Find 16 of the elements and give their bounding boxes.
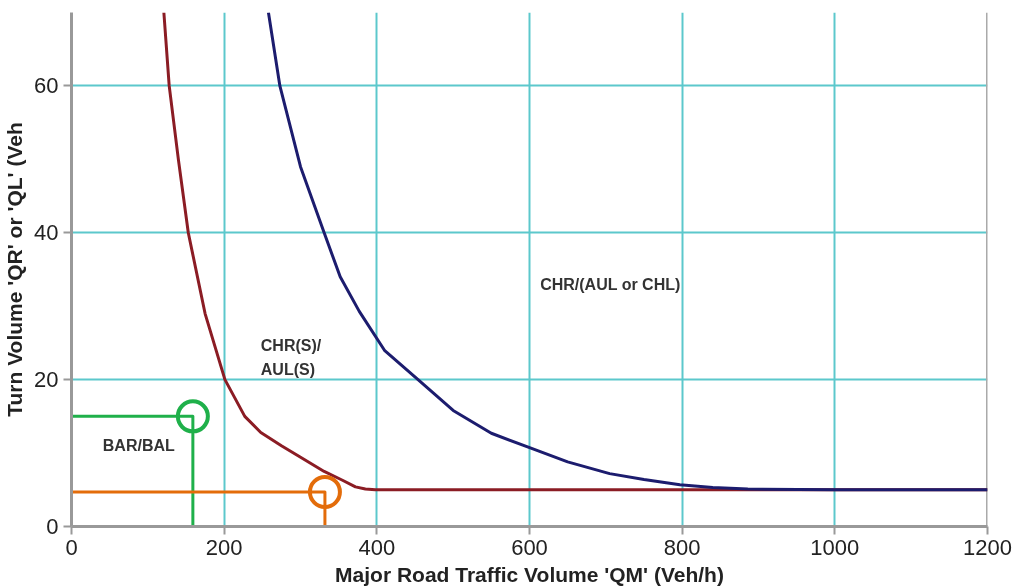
x-tick-label: 1000 [810, 534, 860, 560]
y-tick-label: 20 [34, 367, 59, 393]
annotation: CHR(S)/ AUL(S) [260, 337, 322, 379]
annotation: BAR/BAL [102, 437, 176, 455]
y-tick-label: 60 [34, 73, 59, 99]
x-tick-label: 0 [65, 534, 78, 560]
x-axis-title: Major Road Traffic Volume 'QM' (Veh/h) [335, 562, 724, 586]
y-tick-label: 40 [34, 220, 59, 246]
x-tick-label: 600 [511, 534, 548, 560]
y-tick-label: 0 [46, 514, 59, 539]
x-tick-label: 200 [205, 534, 243, 560]
x-tick-label: 400 [358, 534, 396, 560]
x-tick-label: 800 [663, 534, 701, 560]
x-tick-label: 1200 [963, 534, 1012, 560]
y-axis-title: Turn Volume 'QR' or 'QL' (Veh [3, 122, 27, 417]
annotation: CHR/(AUL or CHL) [540, 275, 681, 293]
